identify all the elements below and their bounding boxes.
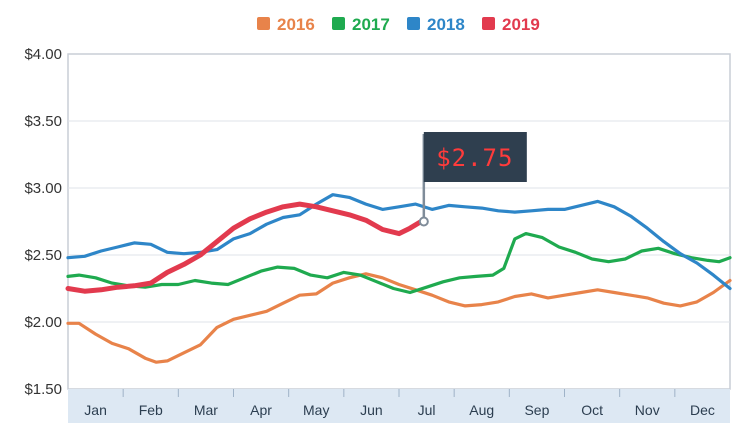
legend-label-2018: 2018: [427, 15, 465, 34]
y-tick-label: $2.00: [24, 314, 62, 331]
x-tick-label: Aug: [469, 402, 494, 418]
legend-label-2019: 2019: [502, 15, 540, 34]
plot-area: [67, 53, 731, 390]
series-line-2017: [66, 232, 732, 295]
series-line-2018: [66, 193, 732, 291]
x-tick-label: May: [303, 402, 329, 418]
x-tick-label: Nov: [635, 402, 660, 418]
y-tick-label: $3.00: [24, 180, 62, 197]
x-tick-label: Mar: [194, 402, 218, 418]
legend-swatch-2019: [482, 17, 495, 30]
x-tick-label: Jul: [418, 402, 436, 418]
series-line-2019: [65, 201, 424, 294]
legend-label-2016: 2016: [277, 15, 315, 34]
y-tick-label: $2.50: [24, 247, 62, 264]
series-line-2016: [66, 272, 732, 364]
x-tick-label: Oct: [581, 402, 603, 418]
flag-box: [423, 132, 527, 182]
x-tick-label: Apr: [250, 402, 272, 418]
flag-label: $2.75: [436, 144, 513, 172]
legend-swatch-2016: [257, 17, 270, 30]
legend-swatch-2017: [332, 17, 345, 30]
x-tick-label: Dec: [690, 402, 715, 418]
y-tick-label: $1.50: [24, 381, 62, 398]
flag-point-marker: [418, 216, 429, 227]
y-tick-label: $3.50: [24, 113, 62, 130]
x-tick-label: Sep: [524, 402, 549, 418]
x-tick-label: Feb: [139, 402, 163, 418]
legend-label-2017: 2017: [352, 15, 390, 34]
x-tick-label: Jan: [84, 402, 107, 418]
legend-swatch-2018: [407, 17, 420, 30]
x-tick-label: Jun: [360, 402, 383, 418]
y-tick-label: $4.00: [24, 46, 62, 63]
